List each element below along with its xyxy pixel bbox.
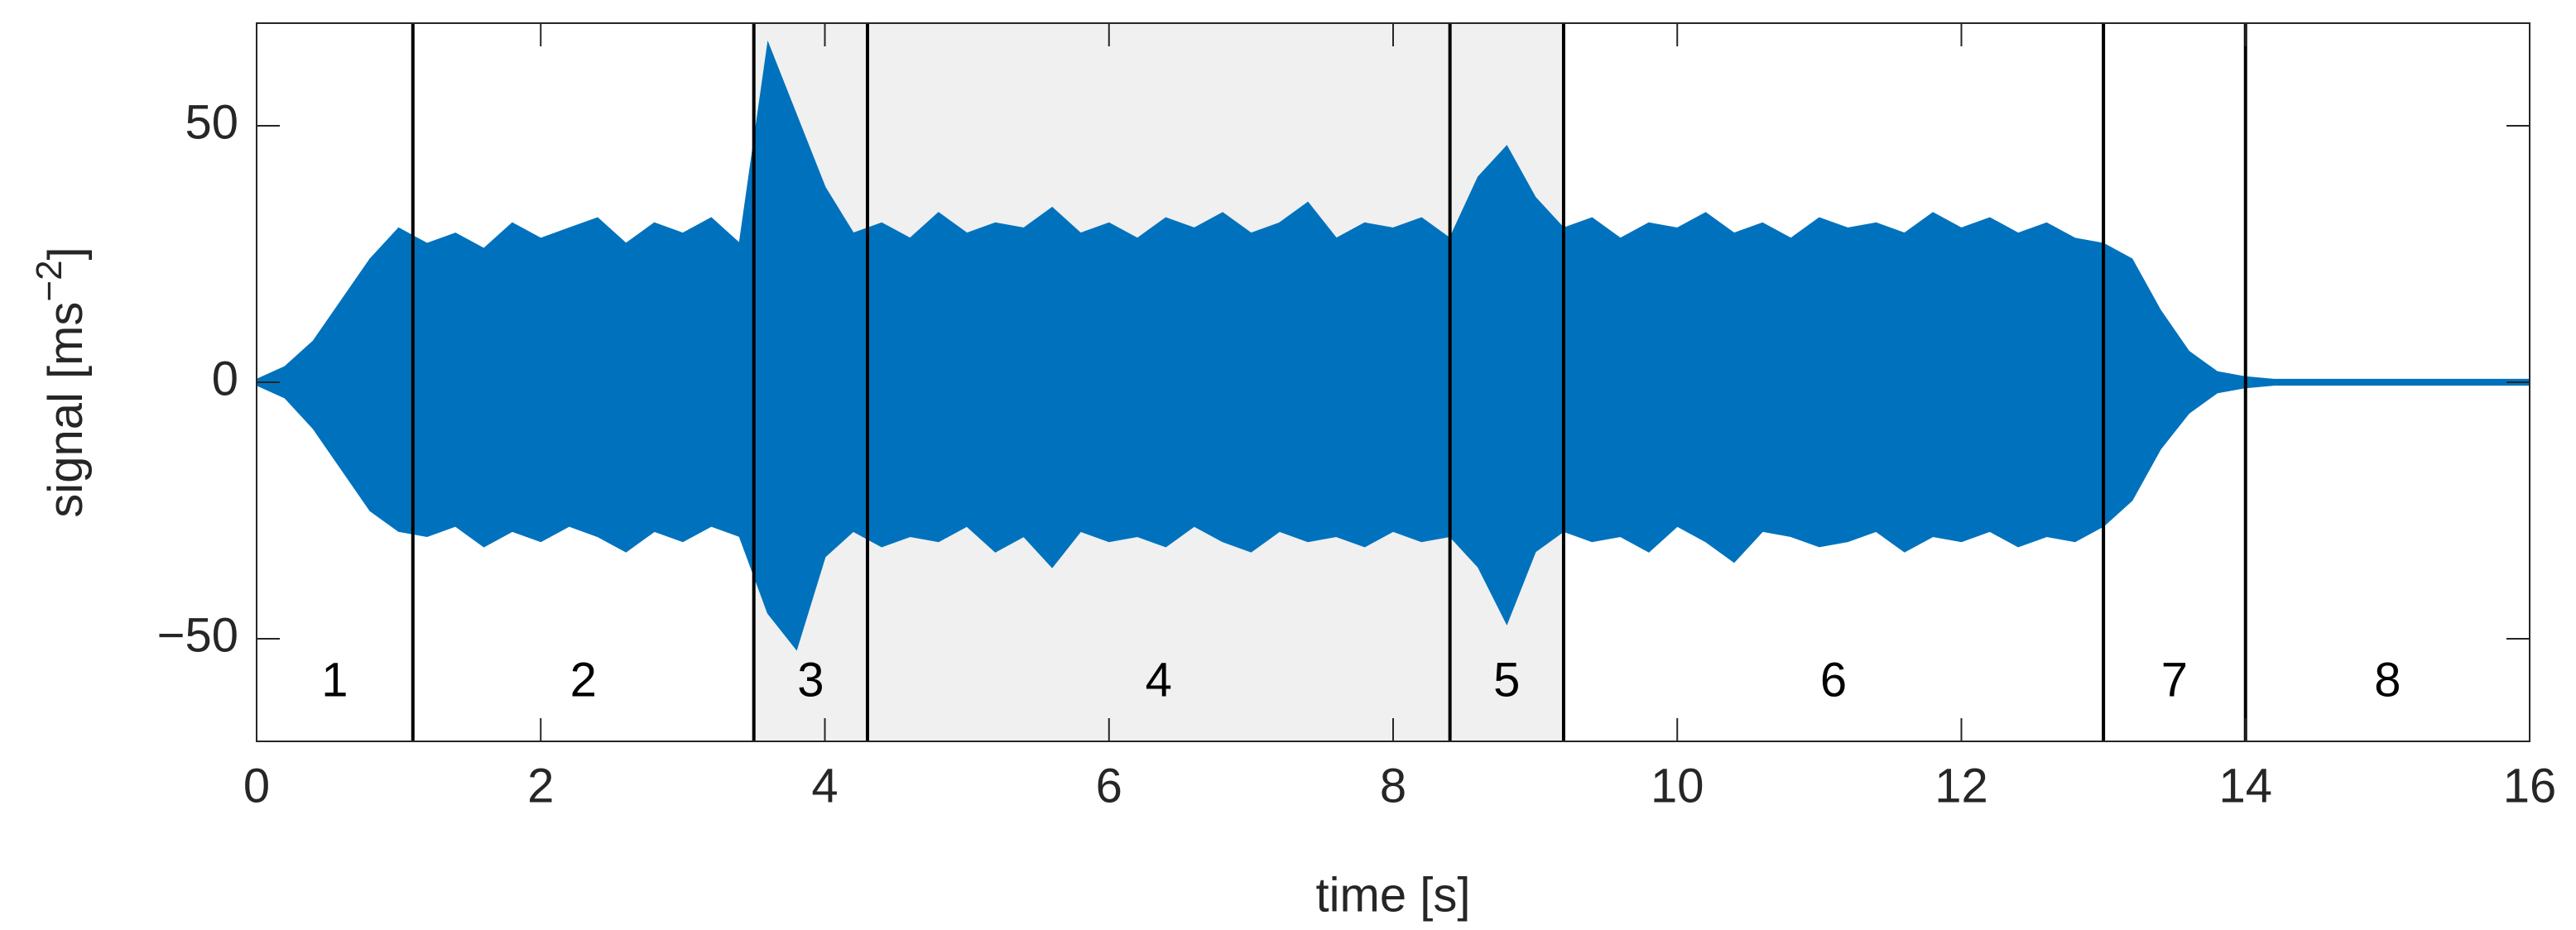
x-tick-label: 8 — [1380, 759, 1406, 813]
segment-label: 8 — [2374, 653, 2401, 707]
y-axis-label-main: signal [ms — [39, 302, 93, 518]
y-axis-label-end: ] — [39, 247, 93, 260]
x-tick-label: 14 — [2218, 759, 2272, 813]
signal-envelope — [256, 40, 2530, 383]
x-tick-label: 2 — [527, 759, 554, 813]
y-tick-label: 50 — [185, 95, 238, 149]
segment-label: 3 — [797, 653, 824, 707]
y-tick-label: 0 — [212, 352, 238, 405]
segment-label: 4 — [1146, 653, 1172, 707]
y-axis-label: signal [ms−2] — [29, 247, 94, 517]
x-tick-label: 0 — [243, 759, 270, 813]
x-tick-label: 4 — [811, 759, 838, 813]
segment-label: 6 — [1820, 653, 1847, 707]
x-tick-label: 10 — [1651, 759, 1704, 813]
x-tick-label: 16 — [2503, 759, 2557, 813]
y-tick-label: −50 — [157, 608, 238, 662]
x-axis-label: time [s] — [1316, 868, 1471, 922]
segment-label: 7 — [2161, 653, 2188, 707]
segment-label: 5 — [1493, 653, 1520, 707]
x-tick-label: 6 — [1096, 759, 1122, 813]
x-tick-label: 12 — [1934, 759, 1988, 813]
segment-label: 1 — [321, 653, 348, 707]
y-axis-label-sup: −2 — [29, 260, 70, 301]
signal-envelope — [256, 381, 2530, 651]
segment-label: 2 — [570, 653, 597, 707]
